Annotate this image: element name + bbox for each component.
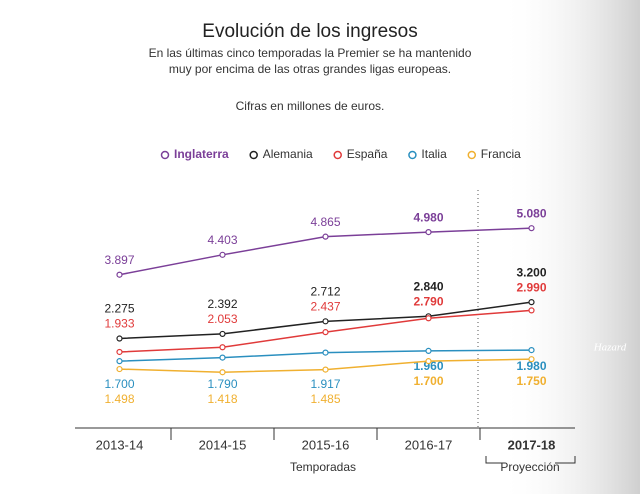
point: [116, 335, 123, 342]
legend-marker: [333, 150, 342, 160]
point: [219, 251, 226, 258]
legend-marker: [249, 150, 258, 160]
x-tick-label: 2016-17: [405, 437, 453, 452]
x-axis-label: Temporadas: [290, 460, 356, 474]
value-label: 4.980: [413, 210, 443, 224]
point: [116, 365, 123, 373]
point: [425, 315, 432, 322]
point: [322, 233, 329, 240]
point: [528, 299, 535, 306]
value-label: 2.275: [104, 302, 134, 316]
point: [219, 354, 226, 361]
point: [322, 349, 329, 356]
point: [219, 344, 226, 351]
value-label: 2.990: [516, 280, 546, 294]
legend-label: Italia: [421, 147, 447, 161]
value-label: 1.960: [413, 359, 443, 373]
point: [528, 225, 535, 232]
projection-bracket: [485, 456, 576, 464]
projection-label: Proyección: [500, 460, 559, 474]
value-label: 1.498: [104, 392, 134, 406]
point: [116, 358, 123, 365]
legend-label: Alemania: [263, 147, 313, 161]
value-label: 1.418: [207, 392, 237, 406]
legend-label: Francia: [481, 147, 521, 161]
value-label: 3.200: [516, 265, 546, 279]
point: [219, 369, 226, 376]
subtitle: En las últimas cinco temporadas la Premi…: [149, 46, 472, 60]
background-photo: [500, 0, 640, 494]
point: [528, 307, 535, 314]
value-label: 1.750: [516, 374, 546, 388]
value-label: 4.403: [207, 233, 237, 247]
value-label: 2.437: [310, 299, 340, 313]
legend-label: España: [347, 147, 388, 161]
value-label: 5.080: [516, 206, 546, 220]
value-label: 1.790: [207, 377, 237, 391]
point: [425, 229, 432, 236]
value-label: 2.392: [207, 297, 237, 311]
value-label: 1.933: [104, 317, 134, 331]
photo-credit: Hazard: [593, 342, 627, 354]
legend-marker: [408, 150, 417, 160]
point: [322, 318, 329, 325]
point: [116, 271, 123, 278]
value-label: 1.485: [310, 392, 340, 406]
point: [322, 329, 329, 336]
x-tick-label: 2013-14: [96, 437, 144, 452]
point: [528, 347, 535, 354]
x-tick-label: 2014-15: [199, 437, 247, 452]
point: [116, 348, 123, 356]
value-label: 4.865: [310, 215, 340, 229]
x-tick-label: 2015-16: [302, 437, 350, 452]
value-label: 2.840: [413, 279, 443, 293]
point: [219, 330, 226, 338]
point: [322, 366, 329, 373]
value-label: 2.712: [310, 284, 340, 298]
point: [425, 347, 432, 355]
legend-marker: [160, 150, 170, 160]
legend-marker: [467, 150, 477, 160]
value-label: 2.053: [207, 312, 237, 326]
value-label: 1.700: [413, 374, 443, 388]
value-label: 2.790: [413, 294, 443, 308]
point: [425, 358, 432, 365]
point: [528, 356, 535, 363]
note: Cifras en millones de euros.: [236, 99, 385, 113]
x-tick-label: 2017-18: [508, 437, 556, 452]
subtitle: muy por encima de las otras grandes liga…: [169, 62, 451, 76]
value-label: 1.700: [104, 377, 134, 391]
value-label: 1.980: [516, 359, 546, 373]
value-label: 3.897: [104, 253, 134, 267]
chart-title: Evolución de los ingresos: [202, 21, 417, 42]
value-label: 1.917: [310, 377, 340, 391]
legend-label: Inglaterra: [174, 147, 229, 161]
